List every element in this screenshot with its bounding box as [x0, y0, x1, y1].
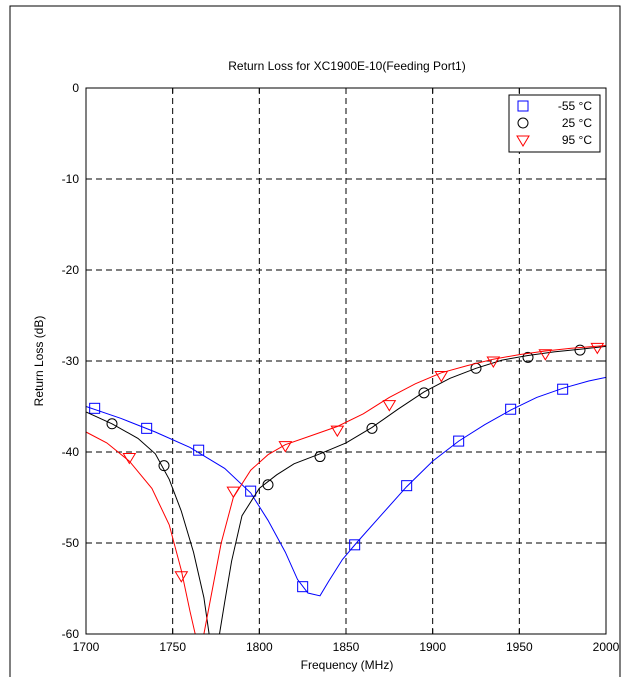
- data-point: [122, 452, 137, 465]
- legend-label: 25 °C: [562, 116, 592, 130]
- data-point: [349, 539, 361, 551]
- data-point: [382, 400, 397, 412]
- y-axis-label: Return Loss (dB): [32, 316, 46, 407]
- data-point: [557, 383, 569, 395]
- chart-title: Return Loss for XC1900E-10(Feeding Port1…: [228, 59, 465, 73]
- data-point: [434, 371, 449, 383]
- data-point: [174, 571, 189, 583]
- y-tick-label: -30: [62, 354, 80, 368]
- grid: [86, 88, 606, 634]
- y-tick-label: -60: [62, 627, 80, 641]
- data-point: [226, 486, 241, 499]
- data-point: [245, 485, 257, 497]
- y-tick-label: -10: [62, 172, 80, 186]
- data-point: [278, 441, 293, 453]
- data-point: [574, 344, 586, 356]
- series-2: [86, 344, 606, 634]
- x-tick-label: 1700: [73, 640, 100, 654]
- x-tick-label: 1900: [419, 640, 446, 654]
- series-3: [86, 342, 606, 634]
- y-tick-label: 0: [72, 81, 79, 95]
- y-tick-label: -20: [62, 263, 80, 277]
- series-line: [86, 376, 606, 597]
- data-point: [158, 460, 170, 472]
- legend-marker: [516, 135, 530, 147]
- x-tick-label: 1750: [159, 640, 186, 654]
- data-point: [262, 479, 274, 491]
- data-point: [522, 351, 534, 363]
- x-tick-label: 1800: [246, 640, 273, 654]
- data-point: [89, 402, 101, 414]
- legend-marker: [517, 100, 529, 112]
- legend-box: [508, 94, 601, 153]
- legend-marker: [517, 117, 529, 129]
- data-point: [453, 435, 465, 447]
- legend: -55 °C 25 °C 95 °C: [508, 94, 601, 153]
- data-point: [193, 444, 205, 456]
- data-series: [86, 342, 606, 634]
- series-1: [86, 376, 606, 597]
- series-line: [86, 345, 606, 634]
- x-tick-label: 1850: [333, 640, 360, 654]
- data-point: [330, 425, 345, 438]
- data-point: [366, 422, 378, 434]
- x-axis-label: Frequency (MHz): [301, 658, 394, 672]
- data-point: [538, 349, 553, 361]
- y-tick-label: -50: [62, 536, 80, 550]
- data-point: [401, 480, 413, 492]
- legend-label: 95 °C: [562, 133, 592, 147]
- data-point: [418, 387, 430, 399]
- x-tick-label: 2000: [593, 640, 620, 654]
- series-line: [86, 345, 606, 634]
- y-tick-label: -40: [62, 445, 80, 459]
- data-point: [486, 356, 501, 368]
- data-point: [297, 581, 309, 593]
- axis-ticks: 1700 1750 1800 1850 1900 1950 2000 0 -10 -20 -30 -4…: [62, 81, 620, 654]
- data-point: [505, 403, 517, 415]
- data-point: [141, 422, 153, 434]
- x-tick-label: 1950: [506, 640, 533, 654]
- data-point: [314, 451, 326, 463]
- legend-label: -55 °C: [558, 99, 592, 113]
- plot-area-border: [85, 87, 607, 635]
- data-point: [106, 418, 118, 430]
- data-point: [590, 342, 605, 355]
